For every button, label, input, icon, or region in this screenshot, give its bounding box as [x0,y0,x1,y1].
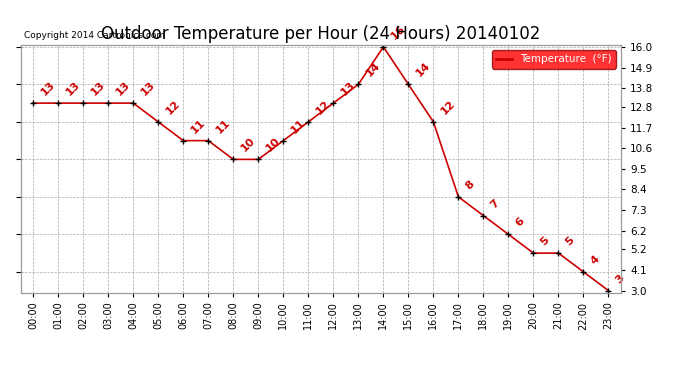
Text: 10: 10 [239,136,257,154]
Text: 14: 14 [364,61,382,79]
Text: 8: 8 [464,179,477,191]
Text: 13: 13 [114,80,132,98]
Text: 10: 10 [264,136,282,154]
Text: 12: 12 [314,98,332,116]
Text: 13: 13 [89,80,107,98]
Text: 12: 12 [439,98,457,116]
Text: 13: 13 [139,80,157,98]
Text: 6: 6 [514,216,526,229]
Text: 13: 13 [39,80,57,98]
Title: Outdoor Temperature per Hour (24 Hours) 20140102: Outdoor Temperature per Hour (24 Hours) … [101,26,540,44]
Text: 4: 4 [589,254,602,266]
Text: Copyright 2014 Cartronics.com: Copyright 2014 Cartronics.com [23,31,165,40]
Text: 14: 14 [414,61,432,79]
Text: 5: 5 [564,235,576,248]
Text: 11: 11 [189,117,207,135]
Text: 13: 13 [339,80,357,98]
Text: 11: 11 [214,117,232,135]
Text: 16: 16 [389,23,407,41]
Text: 13: 13 [63,80,81,98]
Text: 12: 12 [164,98,182,116]
Text: 11: 11 [289,117,307,135]
Legend: Temperature  (°F): Temperature (°F) [492,50,615,69]
Text: 5: 5 [539,235,551,248]
Text: 3: 3 [614,273,627,285]
Text: 7: 7 [489,198,502,210]
